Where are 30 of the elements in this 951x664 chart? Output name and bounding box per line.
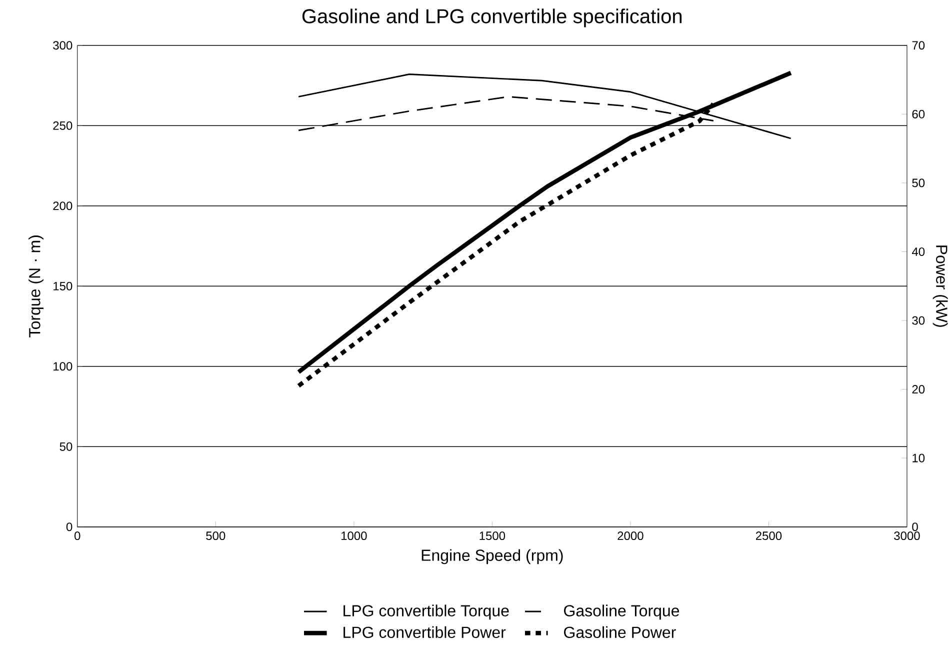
x-tick-label: 3000 bbox=[894, 531, 920, 540]
y2-tick-label: 70 bbox=[912, 40, 925, 50]
legend-label: LPG convertible Torque bbox=[344, 604, 509, 620]
y2-tick-label: 40 bbox=[912, 247, 925, 256]
y-tick-label: 250 bbox=[53, 121, 72, 130]
y2-tick-label: 60 bbox=[912, 110, 925, 118]
y2-tick-label: 30 bbox=[912, 316, 925, 325]
x-tick-label: 500 bbox=[206, 531, 226, 540]
x-tick-label: 0 bbox=[74, 531, 80, 540]
x-tick-label: 1500 bbox=[480, 531, 506, 540]
y2-tick-label: 10 bbox=[912, 454, 925, 462]
y2-tick-label: 20 bbox=[912, 384, 925, 394]
x-tick-label: 2000 bbox=[618, 531, 644, 540]
y-tick-label: 200 bbox=[53, 201, 72, 210]
y2-tick-label: 50 bbox=[912, 178, 925, 188]
y-tick-label: 150 bbox=[54, 282, 72, 290]
y-tick-label: 300 bbox=[53, 40, 72, 50]
x-tick-label: 1000 bbox=[341, 531, 367, 540]
x-axis-title: Engine Speed (rpm) bbox=[422, 549, 563, 564]
x-tick-label: 2500 bbox=[756, 531, 782, 540]
legend-label: LPG convertible Power bbox=[344, 626, 506, 638]
y-tick-label: 50 bbox=[60, 442, 72, 451]
y-tick-label: 0 bbox=[66, 522, 72, 531]
legend-label: Gasoline Torque bbox=[564, 604, 680, 620]
y-axis-title: Torque (N · m) bbox=[28, 235, 44, 338]
y2-tick-label: 0 bbox=[912, 522, 918, 531]
legend-label: Gasoline Power bbox=[564, 626, 676, 638]
y-tick-label: 100 bbox=[54, 362, 72, 370]
chart-title: Gasoline and LPG convertible specification bbox=[302, 8, 682, 28]
y2-axis-title: Power (kW) bbox=[932, 246, 948, 327]
